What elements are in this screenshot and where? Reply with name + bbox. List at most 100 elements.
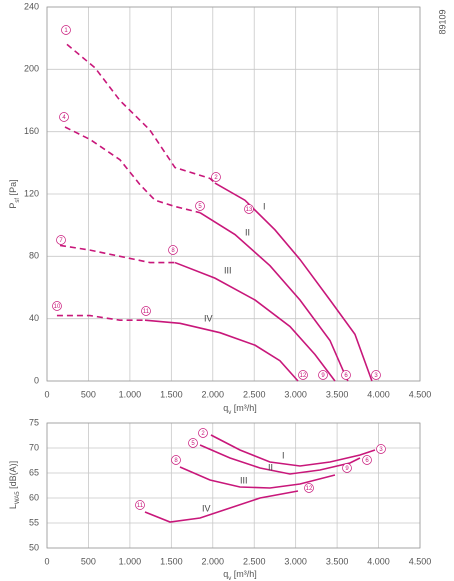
point-marker — [362, 455, 372, 465]
x-tick-label: 4.500 — [409, 389, 432, 399]
point-marker-label: 3 — [379, 447, 383, 453]
axis-label-part: [m³/h] — [231, 569, 257, 579]
fan-curve — [199, 444, 361, 475]
x-tick-label: 3.500 — [326, 389, 349, 399]
point-marker — [171, 455, 181, 465]
point-marker-label: 2 — [214, 175, 218, 181]
point-marker-label: 4 — [62, 115, 66, 121]
y-tick-label: 200 — [24, 64, 39, 74]
fan-curve — [66, 43, 216, 184]
axis-label-part: [dB(A)] — [8, 461, 18, 492]
x-tick-label: 2.000 — [202, 389, 225, 399]
point-marker-label: 5 — [191, 441, 195, 447]
fan-curve — [210, 434, 376, 467]
y-tick-label: 55 — [29, 517, 39, 527]
curve-label: III — [224, 265, 232, 275]
point-marker-label: 8 — [174, 458, 178, 464]
point-marker — [376, 444, 386, 454]
point-marker-label: 13 — [246, 207, 253, 213]
point-marker-label: 12 — [300, 373, 307, 379]
x-tick-label: 3.000 — [284, 389, 307, 399]
point-marker — [371, 370, 381, 380]
point-marker — [341, 370, 351, 380]
axis-label-part: [m³/h] — [231, 403, 257, 413]
point-marker-label: 6 — [344, 373, 348, 379]
x-tick-label: 4.000 — [367, 389, 390, 399]
axis-label-part: q — [223, 569, 228, 579]
y-tick-label: 65 — [29, 467, 39, 477]
plot-frame — [46, 6, 421, 382]
axis-label-part: q — [223, 403, 228, 413]
point-marker-label: 8 — [171, 248, 175, 254]
y-tick-label: 0 — [34, 375, 39, 385]
curve-label: II — [268, 462, 273, 472]
point-marker — [61, 25, 71, 35]
y-tick-label: 80 — [29, 251, 39, 261]
x-tick-label: 3.500 — [326, 556, 349, 566]
x-tick-label: 3.000 — [284, 556, 307, 566]
x-tick-label: 2.500 — [243, 556, 266, 566]
point-marker — [211, 172, 221, 182]
fan-curve — [179, 466, 336, 489]
fan-curve — [59, 244, 175, 264]
point-marker-label: 1 — [64, 28, 68, 34]
point-marker — [135, 500, 145, 510]
y-tick-label: 120 — [24, 188, 39, 198]
x-tick-label: 1.000 — [119, 389, 142, 399]
point-marker — [141, 306, 151, 316]
axis-label-part: sf — [15, 198, 21, 203]
point-marker — [198, 428, 208, 438]
fan-curve — [214, 182, 373, 382]
xlabel-axis-label: qv [m³/h] — [223, 569, 257, 581]
curve-label: I — [263, 201, 266, 211]
curve-label: IV — [202, 503, 211, 513]
point-marker — [56, 235, 66, 245]
axis-label-part: [Pa] — [8, 179, 18, 198]
axis-label-part: P — [8, 203, 18, 209]
point-marker-label: 11 — [143, 309, 150, 315]
point-marker — [195, 201, 205, 211]
point-marker-label: 7 — [59, 238, 63, 244]
x-tick-label: 2.000 — [202, 556, 225, 566]
x-tick-label: 2.500 — [243, 389, 266, 399]
y-tick-label: 75 — [29, 417, 39, 427]
point-marker — [188, 438, 198, 448]
fan-curve — [64, 126, 201, 214]
diagram-number: 89109 — [437, 9, 447, 34]
x-tick-label: 1.000 — [119, 556, 142, 566]
x-tick-label: 4.000 — [367, 556, 390, 566]
axis-label-part: L — [8, 504, 18, 509]
y-tick-label: 160 — [24, 126, 39, 136]
fan-curve — [144, 319, 299, 382]
curve-label: IV — [204, 313, 213, 323]
y-tick-label: 70 — [29, 442, 39, 452]
y-tick-label: 40 — [29, 313, 39, 323]
point-marker — [168, 245, 178, 255]
plot-frame — [46, 422, 421, 549]
axis-label-part: v — [228, 410, 231, 416]
xlabel-axis-label: qv [m³/h] — [223, 403, 257, 415]
curve-label: II — [245, 227, 250, 237]
x-tick-label: 500 — [81, 389, 96, 399]
point-marker — [304, 483, 314, 493]
point-marker-label: 5 — [198, 204, 202, 210]
point-marker — [298, 370, 308, 380]
point-marker — [318, 370, 328, 380]
x-tick-label: 1.500 — [160, 556, 183, 566]
axis-label-part: WA5 — [15, 491, 21, 504]
axis-label-part: v — [228, 576, 231, 581]
y-tick-label: 240 — [24, 1, 39, 11]
fan-curve — [174, 261, 336, 382]
point-marker-label: 11 — [137, 503, 144, 509]
point-marker-label: 6 — [365, 458, 369, 464]
y-tick-label: 60 — [29, 492, 39, 502]
x-tick-label: 0 — [44, 556, 49, 566]
point-marker-label: 3 — [374, 373, 378, 379]
point-marker-label: 12 — [306, 486, 313, 492]
fan-curve — [199, 212, 349, 382]
curve-label: I — [282, 450, 285, 460]
x-tick-label: 0 — [44, 389, 49, 399]
point-marker — [59, 112, 69, 122]
point-marker-label: 10 — [54, 304, 61, 310]
